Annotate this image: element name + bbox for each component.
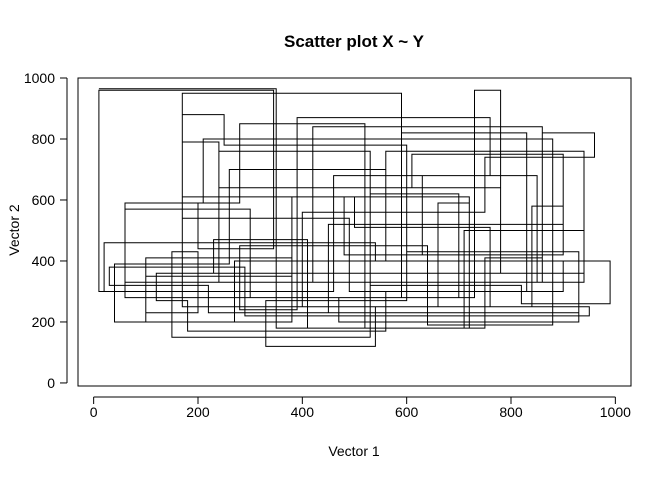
y-tick-label: 0	[47, 375, 55, 391]
plot-frame	[77, 77, 632, 387]
y-tick-label: 1000	[24, 70, 55, 86]
y-tick-label: 600	[32, 192, 56, 208]
x-tick-label: 0	[90, 404, 98, 420]
y-tick-label: 400	[32, 253, 56, 269]
series-line-0	[98, 88, 611, 347]
plot-area	[98, 88, 611, 347]
y-tick-label: 800	[32, 131, 56, 147]
x-tick-label: 200	[186, 404, 210, 420]
x-tick-label: 1000	[600, 404, 631, 420]
axes: 0 200 400 600 800 1000 0 200 400 600 800 1000	[24, 70, 632, 420]
x-tick-label: 800	[499, 404, 523, 420]
x-axis-label: Vector 1	[328, 443, 380, 459]
y-tick-label: 200	[32, 314, 56, 330]
x-tick-label: 600	[395, 404, 419, 420]
chart-title: Scatter plot X ~ Y	[284, 32, 425, 51]
x-tick-label: 400	[291, 404, 315, 420]
y-axis-label: Vector 2	[6, 204, 22, 256]
